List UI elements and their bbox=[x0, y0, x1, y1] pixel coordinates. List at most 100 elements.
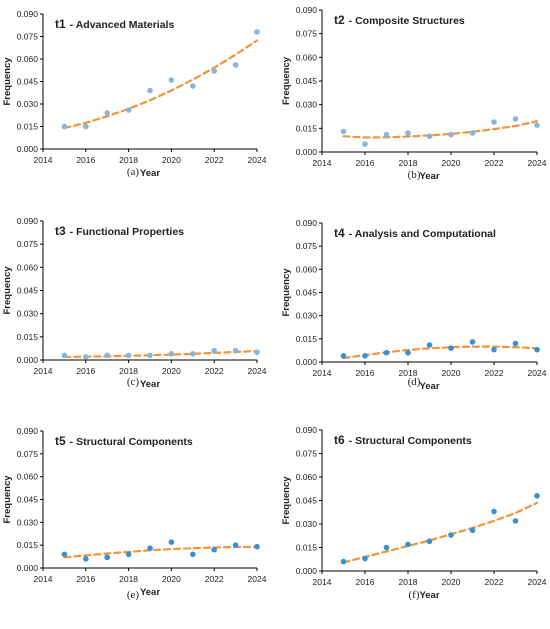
panel-caption: (c) bbox=[127, 376, 140, 388]
x-tick-label: 2022 bbox=[485, 577, 504, 587]
data-point bbox=[426, 342, 433, 348]
y-tick-label: 0.090 bbox=[296, 5, 318, 15]
x-tick-label: 2024 bbox=[248, 574, 267, 584]
trend-line bbox=[63, 545, 259, 559]
data-point bbox=[83, 354, 89, 360]
x-tick-label: 2024 bbox=[248, 366, 267, 376]
data-point bbox=[104, 554, 110, 561]
data-point bbox=[534, 346, 540, 353]
chart-title-text: - Analysis and Computational bbox=[349, 228, 496, 240]
y-tick-label: 0.015 bbox=[296, 334, 318, 344]
x-tick-label: 2016 bbox=[76, 574, 95, 584]
panel-caption: (d) bbox=[408, 376, 421, 388]
data-point bbox=[104, 352, 110, 359]
y-tick-label: 0.090 bbox=[296, 218, 318, 228]
data-point bbox=[448, 532, 454, 538]
data-point bbox=[405, 130, 411, 136]
data-point bbox=[534, 493, 540, 499]
y-tick-label: 0.000 bbox=[296, 147, 318, 157]
panel-caption: (e) bbox=[127, 589, 140, 601]
y-tick-label: 0.030 bbox=[296, 519, 318, 529]
x-axis-title: Year bbox=[140, 587, 160, 598]
chart-title: t2 - Composite Structures bbox=[334, 13, 465, 27]
y-axis-title: Frequency bbox=[281, 56, 292, 105]
y-tick-label: 0.030 bbox=[17, 309, 39, 319]
y-tick-label: 0.060 bbox=[17, 54, 39, 64]
y-axis-title: Frequency bbox=[2, 57, 13, 106]
x-tick-label: 2018 bbox=[119, 574, 138, 584]
y-tick-label: 0.015 bbox=[17, 540, 39, 550]
chart-title: t1 - Advanced Materials bbox=[55, 17, 174, 31]
x-tick-label: 2024 bbox=[528, 158, 547, 168]
x-tick-label: 2018 bbox=[119, 366, 138, 376]
panel-caption: (b) bbox=[408, 169, 421, 181]
x-tick-label: 2020 bbox=[162, 155, 181, 165]
chart-panel: 0.000 0.015 0.030 0.045 0.060 0.075 0.090 2014 2… bbox=[281, 218, 547, 392]
y-tick-label: 0.000 bbox=[17, 563, 39, 573]
data-point bbox=[83, 123, 89, 130]
x-tick-label: 2020 bbox=[442, 158, 461, 168]
x-tick-label: 2016 bbox=[76, 155, 95, 165]
y-tick-label: 0.075 bbox=[17, 239, 39, 249]
x-tick-label: 2020 bbox=[162, 574, 181, 584]
data-point bbox=[83, 556, 89, 562]
x-tick-label: 2018 bbox=[399, 368, 418, 378]
data-point bbox=[168, 351, 175, 357]
y-axis-title: Frequency bbox=[2, 475, 13, 524]
data-point bbox=[232, 62, 239, 68]
data-point bbox=[362, 353, 368, 359]
y-tick-label: 0.060 bbox=[17, 262, 39, 272]
data-point bbox=[448, 345, 454, 351]
chart-panel: 0.000 0.015 0.030 0.045 0.060 0.075 0.090 2014 2… bbox=[281, 425, 547, 601]
data-point bbox=[190, 83, 196, 89]
data-point bbox=[147, 87, 153, 94]
data-point bbox=[469, 339, 476, 345]
y-tick-label: 0.045 bbox=[17, 495, 39, 505]
chart-panel: 0.000 0.015 0.030 0.045 0.060 0.075 0.090 2014 2… bbox=[2, 426, 267, 601]
data-point bbox=[232, 542, 239, 548]
chart-panel: 0.000 0.015 0.030 0.045 0.060 0.075 0.090 2014 2… bbox=[2, 216, 267, 390]
y-tick-label: 0.060 bbox=[296, 264, 318, 274]
chart-title-text: - Advanced Materials bbox=[70, 19, 175, 31]
y-tick-label: 0.060 bbox=[296, 52, 318, 62]
x-tick-label: 2020 bbox=[442, 368, 461, 378]
data-point bbox=[254, 543, 260, 550]
y-tick-label: 0.030 bbox=[296, 311, 318, 321]
data-point bbox=[512, 116, 519, 122]
chart-title: t4 - Analysis and Computational bbox=[334, 226, 496, 240]
trend-line bbox=[342, 345, 539, 360]
chart-title: t5 - Structural Components bbox=[55, 434, 193, 448]
y-tick-label: 0.000 bbox=[17, 355, 39, 365]
trend-line bbox=[342, 501, 539, 564]
data-point bbox=[104, 110, 110, 116]
x-tick-label: 2022 bbox=[205, 155, 224, 165]
data-point bbox=[190, 551, 196, 558]
x-tick-label: 2016 bbox=[356, 158, 375, 168]
data-point bbox=[469, 130, 476, 136]
y-tick-label: 0.060 bbox=[296, 472, 318, 482]
data-point bbox=[469, 527, 476, 534]
data-point bbox=[168, 77, 175, 83]
chart-title-text: - Structural Components bbox=[70, 436, 193, 448]
y-tick-label: 0.075 bbox=[296, 29, 318, 39]
chart-title-text: - Functional Properties bbox=[70, 226, 185, 238]
x-tick-label: 2022 bbox=[205, 574, 224, 584]
x-tick-label: 2018 bbox=[399, 158, 418, 168]
data-point bbox=[125, 551, 132, 558]
y-tick-label: 0.015 bbox=[17, 122, 39, 132]
data-point bbox=[340, 353, 347, 359]
x-axis-title: Year bbox=[140, 168, 160, 179]
x-tick-label: 2018 bbox=[119, 155, 138, 165]
y-tick-label: 0.075 bbox=[296, 449, 318, 459]
data-point bbox=[254, 349, 260, 356]
y-axis-title: Frequency bbox=[2, 266, 13, 315]
y-tick-label: 0.090 bbox=[17, 426, 39, 436]
y-tick-label: 0.015 bbox=[296, 123, 318, 133]
data-point bbox=[211, 347, 217, 354]
y-tick-label: 0.075 bbox=[17, 449, 39, 459]
y-tick-label: 0.045 bbox=[17, 286, 39, 296]
chart-title-id: t1 bbox=[55, 17, 66, 31]
data-point bbox=[61, 551, 68, 558]
y-tick-label: 0.045 bbox=[296, 496, 318, 506]
